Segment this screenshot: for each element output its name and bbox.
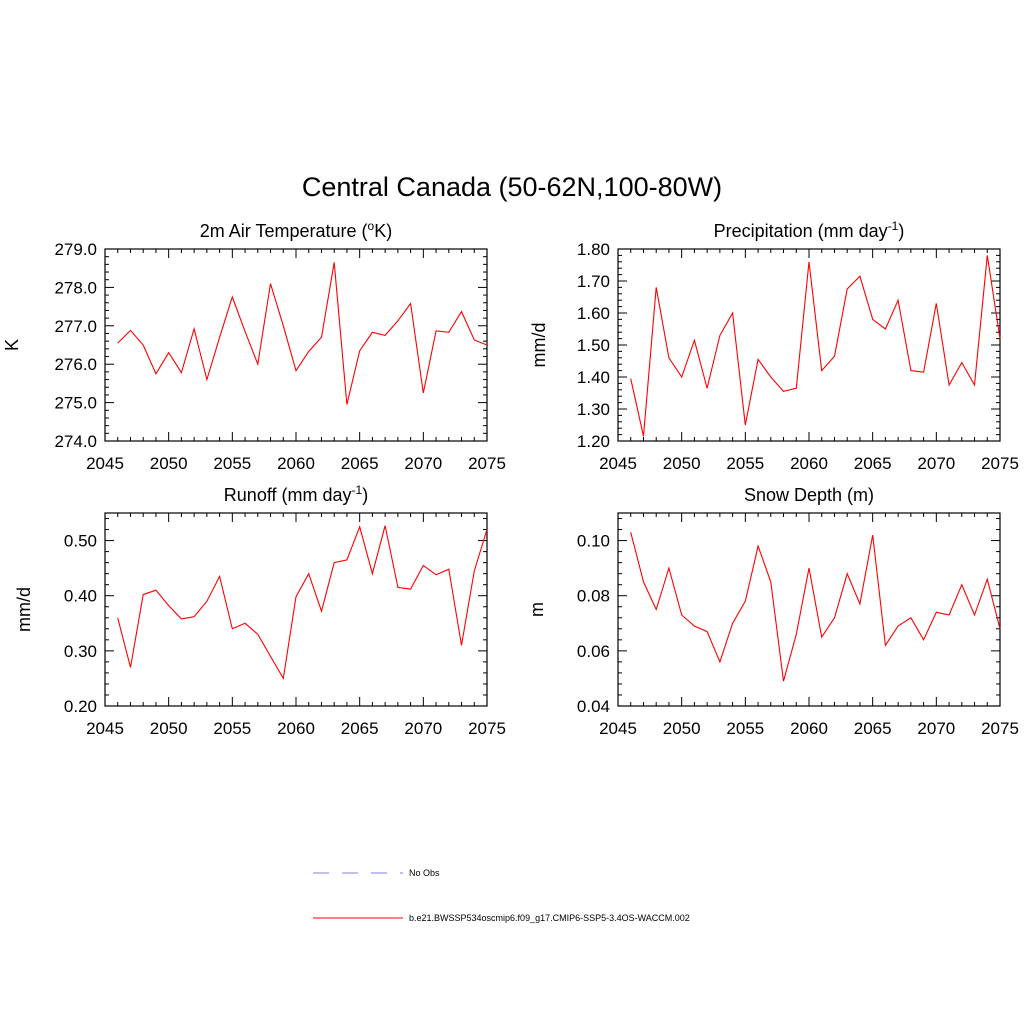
precipitation-x-tick-label: 2065: [854, 454, 892, 473]
legend: No Obs b.e21.BWSSP534oscmip6.f09_g17.CMI…: [313, 868, 690, 923]
runoff-x-tick-label: 2055: [213, 719, 251, 738]
air-temperature-y-tick-label: 275.0: [54, 394, 97, 413]
air-temperature-x-tick-label: 2055: [213, 454, 251, 473]
snow-depth-y-axis-label: m: [527, 602, 547, 617]
snow-depth-y-tick-label: 0.10: [577, 532, 610, 551]
air-temperature-y-tick-label: 279.0: [54, 240, 97, 259]
figure-title: Central Canada (50-62N,100-80W): [302, 172, 722, 202]
snow-depth-y-tick-label: 0.06: [577, 642, 610, 661]
air-temperature-y-tick-label: 274.0: [54, 432, 97, 451]
legend-label-model: b.e21.BWSSP534oscmip6.f09_g17.CMIP6-SSP5…: [409, 913, 690, 923]
air-temperature-x-tick-label: 2075: [468, 454, 506, 473]
precipitation-x-tick-label: 2075: [981, 454, 1019, 473]
precipitation-y-tick-label: 1.80: [577, 240, 610, 259]
snow-depth-y-tick-label: 0.04: [577, 697, 610, 716]
precipitation-series-line: [630, 255, 1001, 437]
air-temperature-series-line: [117, 262, 488, 405]
air-temperature-x-tick-label: 2070: [404, 454, 442, 473]
runoff-y-tick-label: 0.20: [64, 697, 97, 716]
runoff-x-tick-label: 2060: [277, 719, 315, 738]
snow-depth-x-tick-label: 2045: [599, 719, 637, 738]
precipitation-y-tick-label: 1.60: [577, 304, 610, 323]
air-temperature-y-tick-label: 276.0: [54, 355, 97, 374]
runoff-y-tick-label: 0.50: [64, 532, 97, 551]
air-temperature-x-tick-label: 2065: [341, 454, 379, 473]
runoff-x-tick-label: 2065: [341, 719, 379, 738]
chart-panel-runoff: 2045 2050 2055 2060 2065 2070 2075 0.20 0.30 0.40…: [14, 483, 506, 738]
air-temperature-panel-title: 2m Air Temperature (oK): [200, 219, 392, 241]
air-temperature-y-axis-label: K: [2, 339, 22, 351]
air-temperature-y-tick-label: 277.0: [54, 317, 97, 336]
precipitation-y-tick-label: 1.30: [577, 400, 610, 419]
precipitation-y-tick-label: 1.70: [577, 272, 610, 291]
runoff-x-tick-label: 2075: [468, 719, 506, 738]
runoff-y-tick-label: 0.30: [64, 642, 97, 661]
air-temperature-plot-frame: [104, 248, 488, 442]
runoff-series-line: [117, 525, 488, 681]
precipitation-y-axis-label: mm/d: [529, 323, 549, 368]
precipitation-y-tick-label: 1.20: [577, 432, 610, 451]
air-temperature-y-tick-label: 278.0: [54, 278, 97, 297]
precipitation-x-tick-label: 2060: [790, 454, 828, 473]
air-temperature-x-tick-label: 2050: [150, 454, 188, 473]
snow-depth-x-tick-label: 2070: [917, 719, 955, 738]
snow-depth-x-tick-label: 2065: [854, 719, 892, 738]
snow-depth-x-tick-label: 2055: [726, 719, 764, 738]
snow-depth-panel-title: Snow Depth (m): [744, 485, 874, 505]
precipitation-panel-title: Precipitation (mm day-1): [714, 219, 905, 241]
snow-depth-plot-frame: [617, 512, 1001, 707]
precipitation-x-tick-label: 2050: [663, 454, 701, 473]
runoff-x-tick-label: 2045: [86, 719, 124, 738]
runoff-plot-frame: [104, 512, 488, 707]
snow-depth-x-tick-label: 2075: [981, 719, 1019, 738]
chart-panel-air-temperature: 2045 2050 2055 2060 2065 2070 2075 274.0 275.0 27…: [2, 219, 506, 473]
precipitation-x-tick-label: 2055: [726, 454, 764, 473]
runoff-y-axis-label: mm/d: [14, 587, 34, 632]
runoff-x-tick-label: 2050: [150, 719, 188, 738]
chart-panel-precipitation: 2045 2050 2055 2060 2065 2070 2075 1.20 1.30 1.40…: [529, 219, 1019, 473]
precipitation-y-tick-label: 1.50: [577, 336, 610, 355]
runoff-y-tick-label: 0.40: [64, 587, 97, 606]
snow-depth-x-tick-label: 2060: [790, 719, 828, 738]
precipitation-x-tick-label: 2045: [599, 454, 637, 473]
air-temperature-x-tick-label: 2060: [277, 454, 315, 473]
snow-depth-y-tick-label: 0.08: [577, 587, 610, 606]
air-temperature-x-tick-label: 2045: [86, 454, 124, 473]
legend-label-no-obs: No Obs: [409, 868, 440, 878]
snow-depth-x-tick-label: 2050: [663, 719, 701, 738]
runoff-x-tick-label: 2070: [404, 719, 442, 738]
snow-depth-series-line: [630, 532, 1001, 682]
precipitation-x-tick-label: 2070: [917, 454, 955, 473]
precipitation-y-tick-label: 1.40: [577, 368, 610, 387]
runoff-panel-title: Runoff (mm day-1): [224, 483, 368, 505]
chart-panel-snow-depth: 2045 2050 2055 2060 2065 2070 2075 0.04 0.06 0.08…: [527, 485, 1019, 738]
